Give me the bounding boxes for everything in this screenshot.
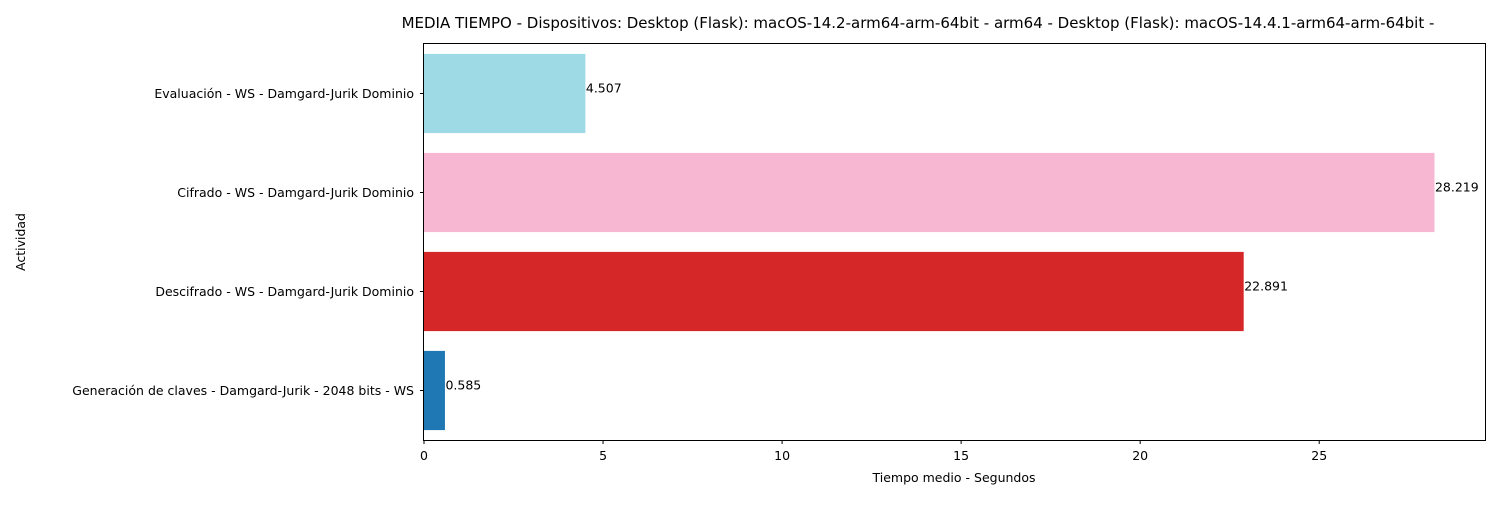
data-label: 4.507 xyxy=(586,81,622,96)
data-label: 22.891 xyxy=(1244,279,1288,294)
data-label: 0.585 xyxy=(445,378,481,393)
y-axis-label: Actividad xyxy=(13,213,28,271)
y-tick-label: Evaluación - WS - Damgard-Jurik Dominio xyxy=(154,86,414,101)
x-tick-label: 20 xyxy=(1132,448,1148,463)
data-label: 28.219 xyxy=(1435,180,1479,195)
plot-frame xyxy=(423,43,1486,441)
bars-group: 4.507 28.219 22.891 0.585 xyxy=(424,53,1479,431)
x-tick-label: 15 xyxy=(953,448,969,463)
x-axis-label: Tiempo medio - Segundos xyxy=(871,470,1035,485)
bar xyxy=(424,251,1244,332)
y-tick-label: Cifrado - WS - Damgard-Jurik Dominio xyxy=(177,185,414,200)
y-axis: Evaluación - WS - Damgard-Jurik Dominio C… xyxy=(72,86,424,398)
y-tick-label: Generación de claves - Damgard-Jurik - 2… xyxy=(72,383,414,398)
x-axis: 0 5 10 15 20 25 xyxy=(420,440,1327,463)
y-tick-label: Descifrado - WS - Damgard-Jurik Dominio xyxy=(155,284,414,299)
x-tick-label: 10 xyxy=(774,448,790,463)
chart-title: MEDIA TIEMPO - Dispositivos: Desktop (Fl… xyxy=(402,14,1435,32)
x-tick-label: 0 xyxy=(420,448,428,463)
x-tick-label: 5 xyxy=(599,448,607,463)
bar xyxy=(424,350,445,431)
x-tick-label: 25 xyxy=(1311,448,1327,463)
bar xyxy=(424,53,586,134)
bar xyxy=(424,152,1435,233)
